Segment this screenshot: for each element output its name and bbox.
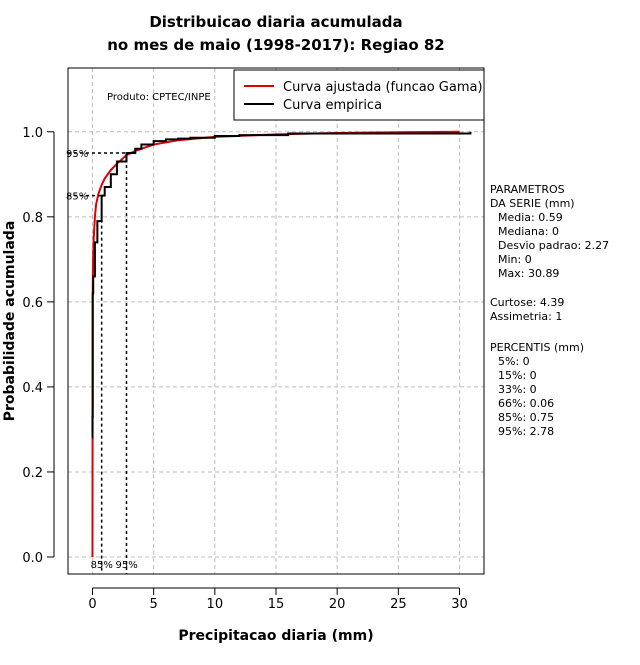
stat-min: Min: 0 bbox=[498, 253, 532, 266]
x-tick-label: 5 bbox=[150, 597, 158, 612]
y-tick-label: 0.8 bbox=[22, 211, 43, 226]
y-tick-label: 0.4 bbox=[22, 381, 43, 396]
perc-85: 85%: 0.75 bbox=[498, 411, 554, 424]
statistics-panel: PARAMETROS DA SERIE (mm) Media: 0.59 Med… bbox=[490, 183, 609, 438]
perc-66: 66%: 0.06 bbox=[498, 397, 554, 410]
stat-max: Max: 30.89 bbox=[498, 267, 559, 280]
percentile-y-label: 85% bbox=[66, 192, 88, 203]
percentile-y-label: 95% bbox=[66, 149, 88, 160]
legend-label-fitted: Curva ajustada (funcao Gama) bbox=[283, 80, 483, 95]
legend: Curva ajustada (funcao Gama) Curva empir… bbox=[233, 69, 485, 121]
percentile-markers: 85%85%95%95% bbox=[66, 149, 138, 574]
y-tick-label: 1.0 bbox=[22, 126, 43, 141]
chart-title-line-2: no mes de maio (1998-2017): Regiao 82 bbox=[107, 36, 445, 54]
y-axis: 0.0 0.2 0.4 0.6 0.8 1.0 bbox=[22, 126, 55, 566]
perc-5: 5%: 0 bbox=[498, 355, 530, 368]
perc-95: 95%: 2.78 bbox=[498, 425, 554, 438]
stat-desvio: Desvio padrao: 2.27 bbox=[498, 239, 609, 252]
product-label: Produto: CPTEC/INPE bbox=[107, 92, 211, 103]
percentile-x-label: 85% bbox=[91, 560, 113, 571]
percentile-x-label: 95% bbox=[115, 560, 137, 571]
x-tick-label: 10 bbox=[207, 597, 224, 612]
x-axis-title: Precipitacao diaria (mm) bbox=[178, 628, 373, 644]
perc-title: PERCENTIS (mm) bbox=[490, 341, 584, 354]
grid-lines bbox=[68, 68, 484, 574]
y-tick-label: 0.2 bbox=[22, 466, 43, 481]
x-tick-label: 30 bbox=[451, 597, 468, 612]
x-axis: 0 5 10 15 20 25 30 bbox=[88, 587, 468, 612]
perc-15: 15%: 0 bbox=[498, 369, 537, 382]
x-tick-label: 15 bbox=[268, 597, 285, 612]
empirical-curve-line bbox=[91, 131, 472, 439]
x-tick-label: 25 bbox=[390, 597, 407, 612]
x-tick-label: 0 bbox=[88, 597, 96, 612]
perc-33: 33%: 0 bbox=[498, 383, 537, 396]
param-title-1: PARAMETROS bbox=[490, 183, 565, 196]
series-group bbox=[91, 130, 472, 557]
stat-media: Media: 0.59 bbox=[498, 211, 563, 224]
y-axis-title: Probabilidade acumulada bbox=[2, 221, 18, 422]
x-tick-label: 20 bbox=[329, 597, 346, 612]
y-tick-label: 0.0 bbox=[22, 551, 43, 566]
stat-curtose: Curtose: 4.39 bbox=[490, 296, 564, 309]
legend-label-empirical: Curva empirica bbox=[283, 98, 382, 113]
param-title-2: DA SERIE (mm) bbox=[490, 197, 575, 210]
legend-box bbox=[233, 69, 485, 121]
chart-title-line-1: Distribuicao diaria acumulada bbox=[149, 13, 402, 31]
y-tick-label: 0.6 bbox=[22, 296, 43, 311]
plot-frame bbox=[67, 67, 485, 575]
stat-assimetria: Assimetria: 1 bbox=[490, 310, 562, 323]
stat-mediana: Mediana: 0 bbox=[498, 225, 559, 238]
